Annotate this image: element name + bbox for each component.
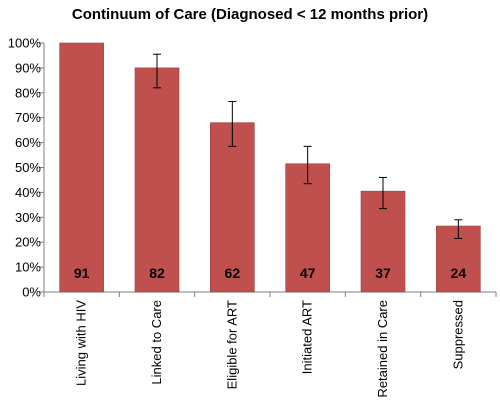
data-label: 24 (451, 265, 467, 281)
y-tick-label: 100% (8, 36, 42, 51)
y-tick-label: 60% (15, 135, 41, 150)
y-tick-label: 40% (15, 185, 41, 200)
y-tick-label: 20% (15, 235, 41, 250)
chart-title: Continuum of Care (Diagnosed < 12 months… (71, 6, 429, 23)
y-tick-label: 80% (15, 85, 41, 100)
y-tick-label: 70% (15, 110, 41, 125)
bar (134, 67, 180, 293)
x-category-label: Suppressed (450, 300, 465, 369)
y-tick-label: 90% (15, 60, 41, 75)
data-label: 62 (225, 265, 241, 281)
x-category-label: Linked to Care (149, 300, 164, 385)
data-label: 37 (375, 265, 391, 281)
bar (59, 42, 104, 293)
y-tick-label: 30% (15, 210, 41, 225)
x-category-label: Retained in Care (375, 300, 390, 398)
data-label: 82 (149, 265, 165, 281)
data-label: 47 (300, 265, 316, 281)
y-tick-label: 10% (15, 260, 41, 275)
y-tick-label: 0% (22, 285, 41, 300)
x-category-label: Initiated ART (300, 300, 315, 374)
data-label: 91 (74, 265, 90, 281)
bar (285, 163, 330, 293)
x-category-label: Living with HIV (74, 300, 89, 386)
bar (210, 122, 255, 293)
y-tick-label: 50% (15, 160, 41, 175)
x-category-label: Eligible for ART (224, 300, 239, 389)
